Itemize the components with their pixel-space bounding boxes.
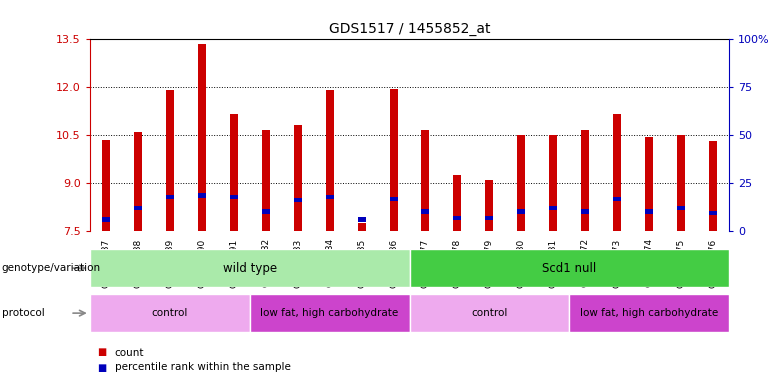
Bar: [517, 135, 526, 231]
Bar: [485, 216, 494, 220]
Bar: [261, 209, 270, 214]
Bar: [357, 217, 366, 222]
Bar: [677, 206, 686, 210]
Bar: [453, 175, 462, 231]
Bar: [197, 44, 206, 231]
Bar: [165, 90, 174, 231]
Bar: [229, 195, 238, 199]
Bar: [389, 89, 398, 231]
Bar: [261, 130, 270, 231]
Bar: [549, 135, 558, 231]
Bar: [90, 249, 410, 287]
Bar: [677, 135, 686, 231]
Bar: [709, 141, 718, 231]
Bar: [133, 132, 142, 231]
Text: control: control: [471, 308, 508, 318]
Bar: [250, 294, 410, 332]
Bar: [421, 209, 430, 214]
Bar: [293, 198, 302, 202]
Bar: [325, 90, 334, 231]
Text: percentile rank within the sample: percentile rank within the sample: [115, 363, 290, 372]
Text: Scd1 null: Scd1 null: [542, 262, 597, 274]
Bar: [517, 209, 526, 214]
Title: GDS1517 / 1455852_at: GDS1517 / 1455852_at: [328, 22, 491, 36]
Bar: [645, 209, 654, 214]
Bar: [613, 114, 622, 231]
Bar: [389, 196, 398, 201]
Bar: [410, 294, 569, 332]
Bar: [485, 180, 494, 231]
Bar: [357, 223, 366, 231]
Text: ■: ■: [98, 363, 107, 372]
Text: wild type: wild type: [222, 262, 277, 274]
Bar: [293, 125, 302, 231]
Bar: [613, 196, 622, 201]
Bar: [229, 114, 238, 231]
Text: ■: ■: [98, 348, 107, 357]
Text: low fat, high carbohydrate: low fat, high carbohydrate: [261, 308, 399, 318]
Text: protocol: protocol: [2, 308, 44, 318]
Bar: [197, 194, 206, 198]
Bar: [581, 130, 590, 231]
Text: control: control: [151, 308, 188, 318]
Bar: [410, 249, 729, 287]
Bar: [453, 216, 462, 220]
Bar: [709, 211, 718, 215]
Bar: [325, 195, 334, 199]
Bar: [645, 136, 654, 231]
Bar: [549, 206, 558, 210]
Bar: [421, 130, 430, 231]
Text: genotype/variation: genotype/variation: [2, 263, 101, 273]
Text: count: count: [115, 348, 144, 357]
Bar: [90, 294, 250, 332]
Bar: [133, 206, 142, 210]
Bar: [101, 217, 110, 222]
Bar: [569, 294, 729, 332]
Bar: [581, 209, 590, 214]
Bar: [101, 140, 110, 231]
Text: low fat, high carbohydrate: low fat, high carbohydrate: [580, 308, 718, 318]
Bar: [165, 195, 174, 199]
